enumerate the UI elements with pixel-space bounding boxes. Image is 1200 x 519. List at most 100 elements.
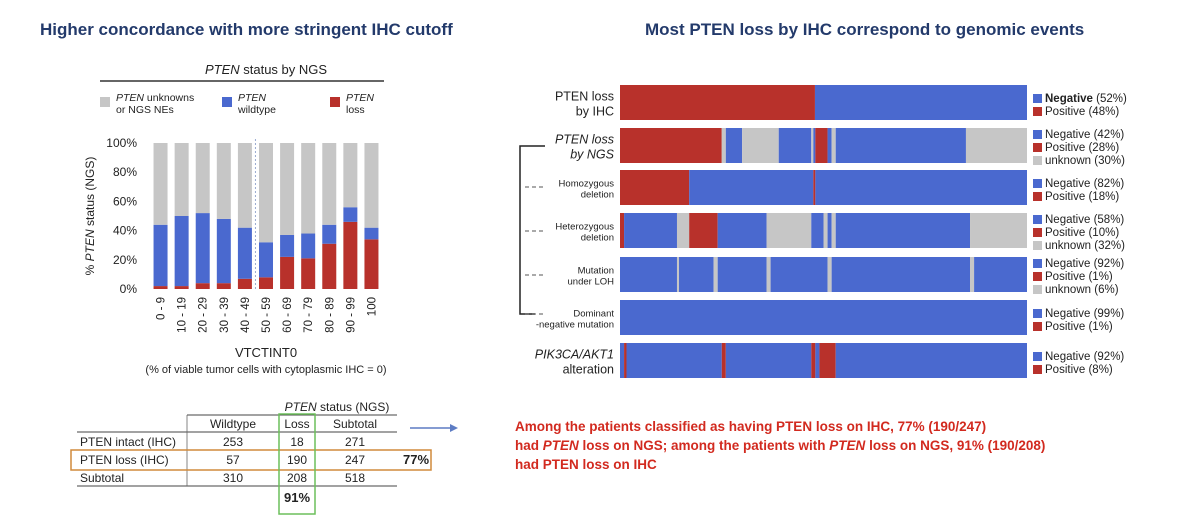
row-label-line2: under LOH	[568, 277, 615, 288]
left-heading: Higher concordance with more stringent I…	[40, 20, 453, 39]
table-row: Subtotal 310 208 518	[77, 470, 407, 486]
legend-label-line2: or NGS NEs	[116, 104, 174, 116]
heatmap-segment	[721, 343, 726, 378]
row-legend-name: unknown	[1045, 284, 1091, 296]
column-highlight-box	[278, 413, 316, 515]
bar-segment-wildtype	[216, 218, 231, 284]
heatmap-segment	[827, 257, 832, 292]
col-header-subtotal: Subtotal	[332, 417, 378, 431]
heatmap-segment	[620, 343, 625, 378]
heatmap-segment	[713, 257, 718, 292]
row-legend-name: Positive	[1045, 227, 1085, 239]
y-tick-label: 40%	[113, 224, 137, 238]
x-tick-label: 10 - 19	[177, 297, 189, 333]
legend-italic: PTEN	[346, 92, 374, 104]
row-legend-name: Positive	[1045, 191, 1085, 203]
row-legend-name: Negative	[1045, 93, 1093, 105]
bar-segment-wildtype	[301, 233, 316, 259]
cell-wildtype: 253	[222, 435, 244, 449]
heatmap-segment	[827, 213, 832, 248]
chart-title: PTEN status by NGS	[205, 62, 327, 77]
legend-label: PTEN unknowns	[116, 92, 194, 104]
row-legend-pct: (8%)	[1085, 364, 1113, 376]
bar-segment-unknown	[280, 143, 295, 235]
legend-swatch	[330, 97, 340, 107]
row-legend-name: Positive	[1045, 106, 1085, 118]
table-title-rest: status (NGS)	[316, 400, 390, 414]
heatmap-segment	[827, 128, 832, 163]
heatmap-segment	[679, 257, 714, 292]
row-legend-swatch	[1033, 309, 1042, 318]
x-tick-label: 40 - 49	[240, 297, 252, 333]
bar-segment-wildtype	[237, 227, 252, 279]
row-legend-swatch	[1033, 156, 1042, 165]
bar-segment-loss	[301, 258, 316, 289]
x-tick-label: 100	[366, 297, 378, 316]
heatmap-segment	[811, 128, 814, 163]
heatmap-segment	[831, 257, 971, 292]
row-legend-pct: (28%)	[1085, 142, 1119, 154]
heatmap-segment	[620, 170, 690, 205]
heatmap-segment	[815, 343, 820, 378]
row-legend-name: Positive	[1045, 321, 1085, 333]
bar-segment-unknown	[364, 143, 379, 228]
x-axis-label: VTCTINT0	[235, 345, 297, 360]
table-header-row: Wildtype Loss Subtotal	[77, 416, 407, 432]
heatmap-segment	[766, 257, 771, 292]
heatmap-segment	[624, 343, 627, 378]
row-legend-text: Negative (92%)	[1045, 258, 1124, 270]
legend-swatch	[100, 97, 110, 107]
bar-segment-wildtype	[153, 224, 168, 287]
row-legend-swatch	[1033, 322, 1042, 331]
bar-segment-wildtype	[364, 227, 379, 240]
heatmap-segment	[823, 213, 828, 248]
cell-loss: 190	[286, 453, 308, 467]
row-legend-text: Positive (1%)	[1045, 271, 1113, 283]
row-legend-swatch	[1033, 143, 1042, 152]
row-legend-pct: (99%)	[1090, 308, 1124, 320]
heatmap-segment	[620, 257, 677, 292]
heatmap-segment	[813, 128, 816, 163]
row-label-line1: PIK3CA/AKT1	[535, 348, 614, 362]
heatmap-segment	[620, 85, 815, 120]
x-tick-label: 20 - 29	[198, 297, 210, 333]
conclusion-text: Among the patients classified as having …	[515, 417, 1175, 474]
row-legend-pct: (30%)	[1091, 155, 1125, 167]
row-legend-pct: (58%)	[1090, 214, 1124, 226]
cell-wildtype: 310	[222, 471, 244, 485]
row-label-line2: alteration	[563, 363, 614, 377]
heatmap-segment	[624, 213, 677, 248]
heatmap-segment	[835, 343, 1027, 378]
row-legend-name: Positive	[1045, 142, 1085, 154]
y-tick-label: 80%	[113, 165, 137, 179]
cell-loss: 18	[290, 435, 304, 449]
table-row: PTEN intact (IHC) 253 18 271	[77, 434, 407, 450]
conclusion-line-2: had PTEN loss on NGS; among the patients…	[515, 436, 1175, 455]
heatmap-segment	[676, 213, 690, 248]
y-tick-label: 100%	[106, 136, 137, 150]
cell-subtotal: 247	[344, 453, 366, 467]
row-legend-text: unknown (32%)	[1045, 240, 1125, 252]
bar-segment-loss	[216, 283, 231, 289]
row-legend-text: unknown (30%)	[1045, 155, 1125, 167]
row-legend-swatch	[1033, 352, 1042, 361]
row-legend-text: Positive (28%)	[1045, 142, 1119, 154]
row-label: Mutation	[578, 266, 614, 277]
x-tick-label: 80 - 89	[324, 297, 336, 333]
y-axis-label: % PTEN status (NGS)	[83, 157, 97, 276]
heatmap-segment	[721, 128, 726, 163]
heatmap-segment	[811, 343, 816, 378]
heatmap-segment	[970, 257, 975, 292]
table-row: PTEN loss (IHC) 57 190 247 77%	[77, 452, 429, 468]
row-legend-pct: (6%)	[1091, 284, 1119, 296]
heatmap-segment	[974, 257, 1027, 292]
bar-segment-loss	[174, 286, 189, 289]
row-label-line1: Homozygous	[559, 179, 615, 190]
y-label-part: status (NGS)	[83, 157, 97, 230]
heatmap-segment	[620, 213, 625, 248]
row-legend-pct: (1%)	[1085, 321, 1113, 333]
row-legend-swatch	[1033, 365, 1042, 374]
row-percentage: 77%	[402, 452, 430, 467]
bar-segment-unknown	[343, 143, 358, 208]
row-legend-text: Negative (58%)	[1045, 214, 1124, 226]
